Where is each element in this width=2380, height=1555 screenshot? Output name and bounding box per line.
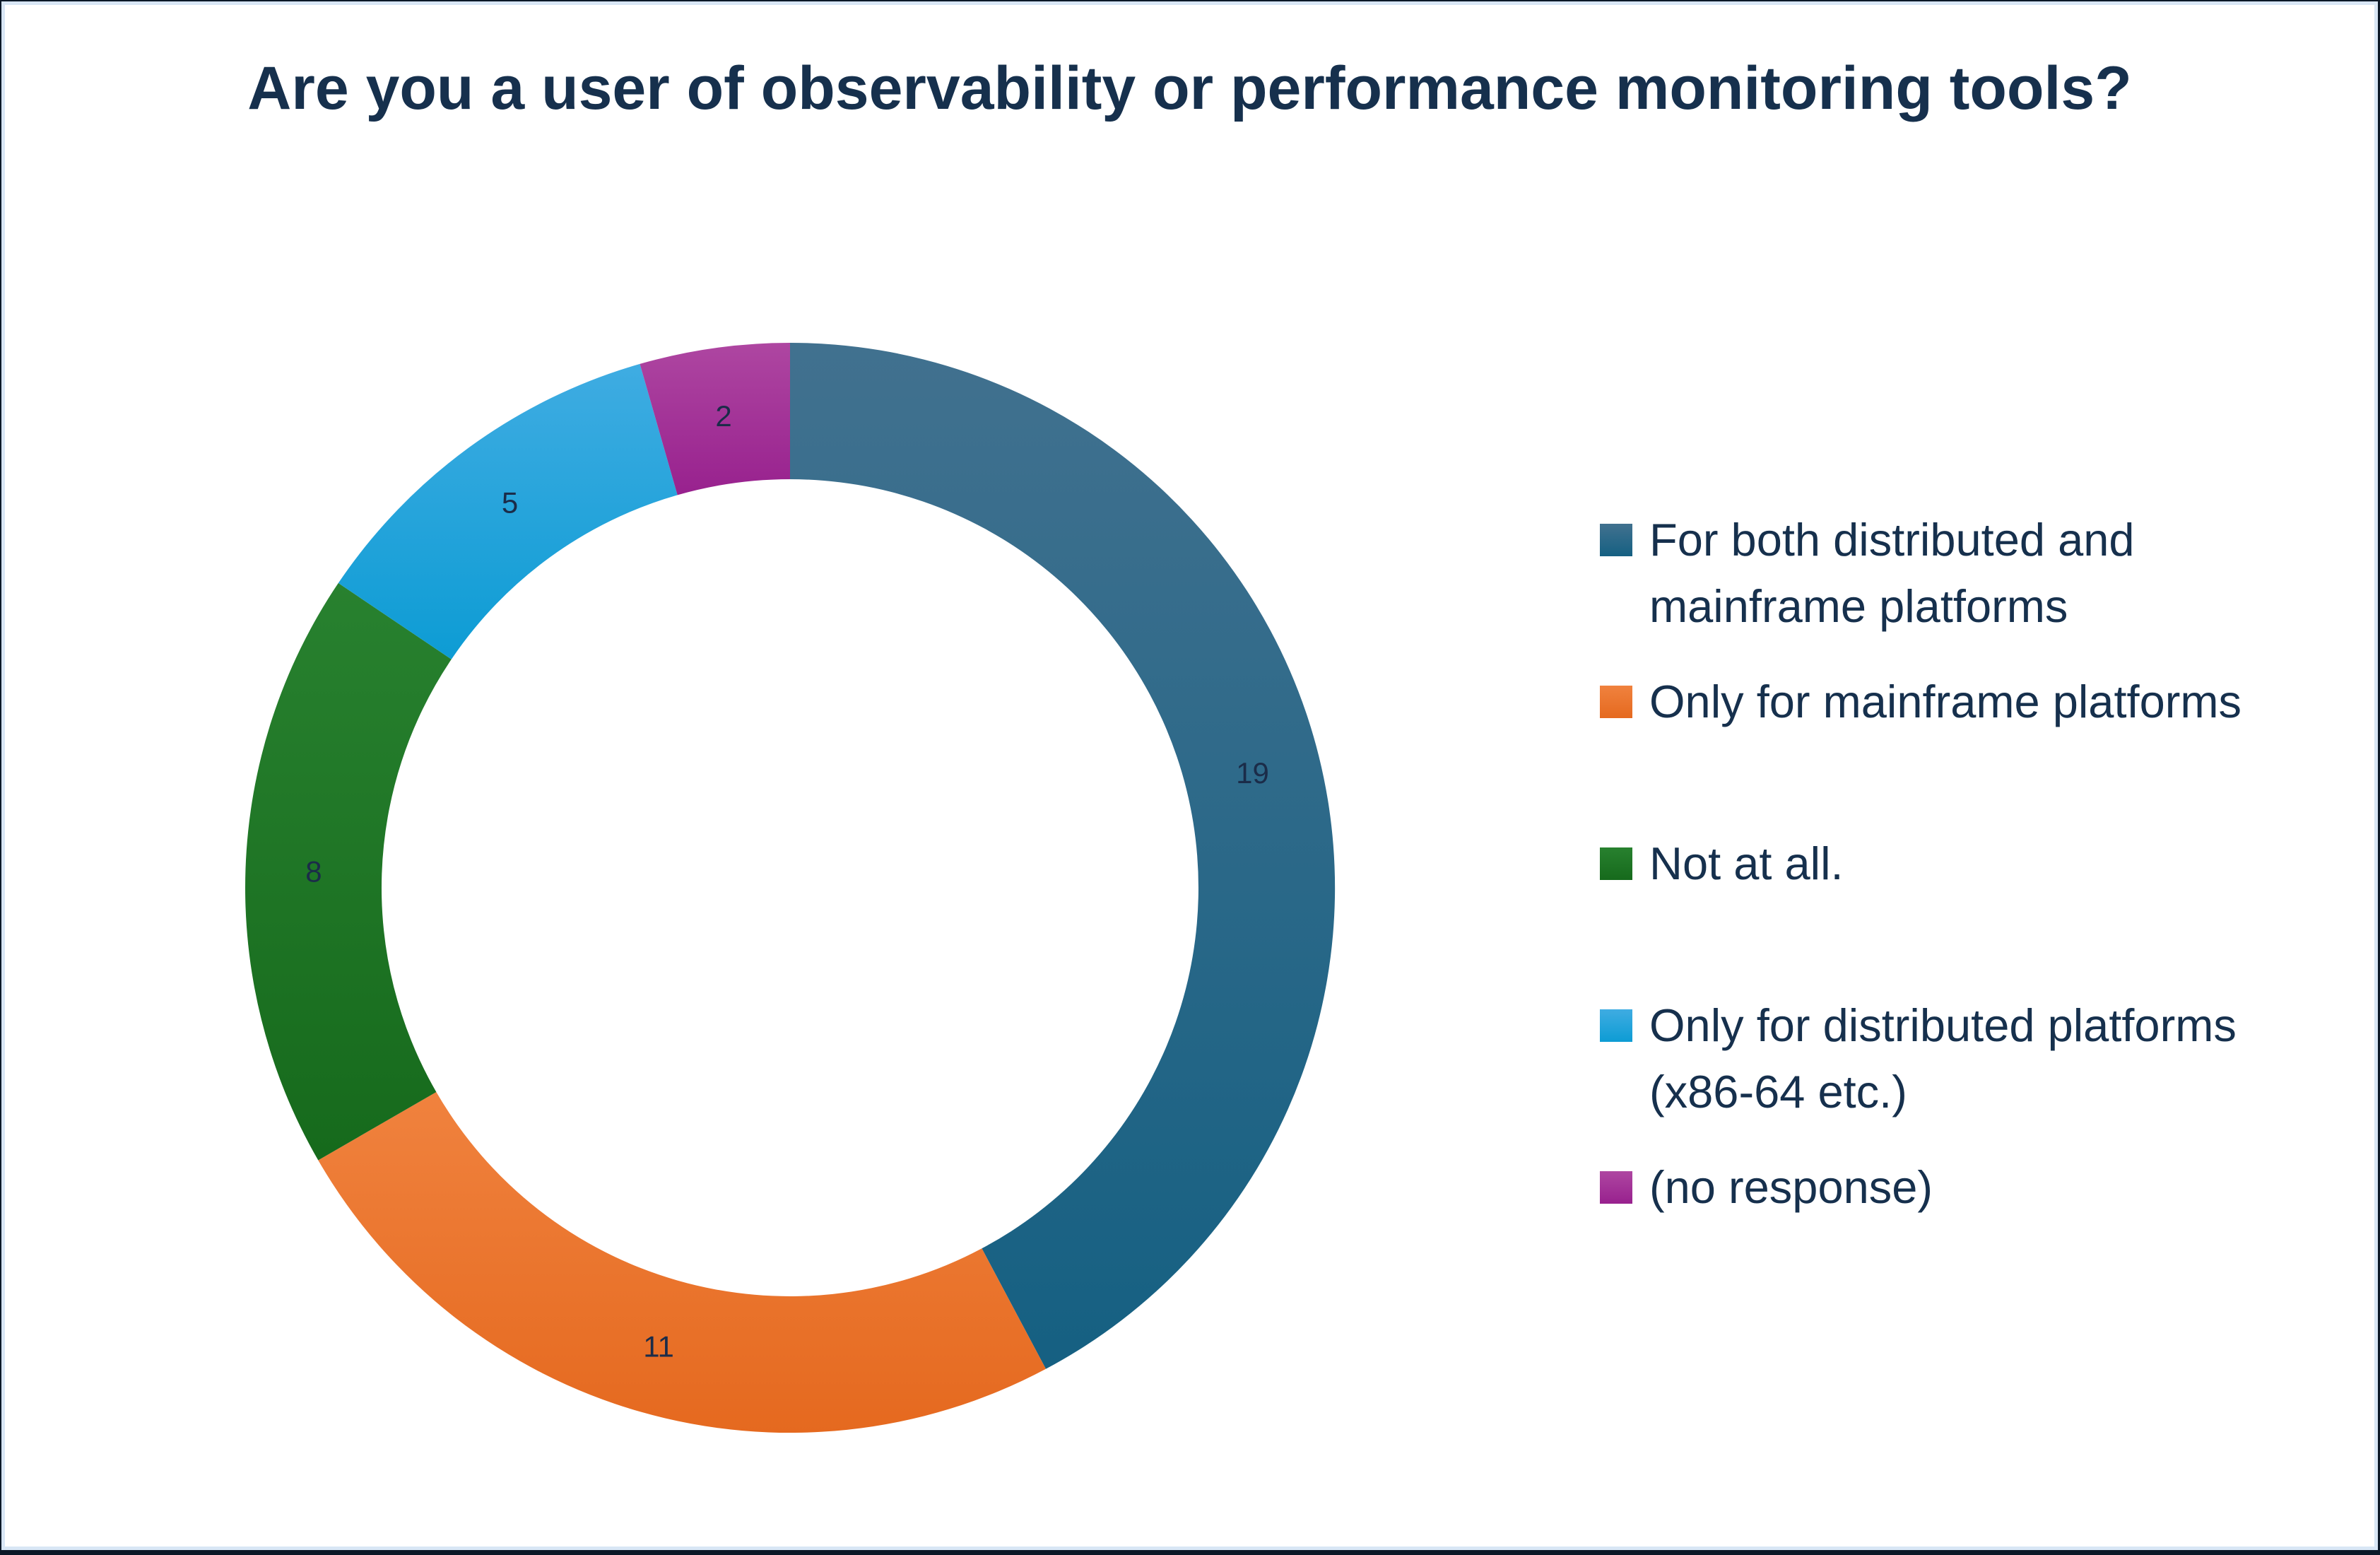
legend-swatch-icon: [1600, 1009, 1632, 1042]
legend-swatch-icon: [1600, 1171, 1632, 1204]
donut-slice-4: [640, 343, 790, 495]
slice-value-label: 11: [643, 1330, 674, 1363]
donut-slice-0: [790, 343, 1336, 1369]
legend-swatch-icon: [1600, 686, 1632, 718]
chart-title: Are you a user of observability or perfo…: [247, 54, 2132, 122]
donut-slice-3: [338, 363, 678, 659]
legend-label: Only for distributed platforms (x86-64 e…: [1649, 999, 2237, 1117]
legend-swatch-icon: [1600, 524, 1632, 556]
legend: For both distributed and mainframe platf…: [1600, 507, 2367, 1316]
legend-item-3: Only for distributed platforms (x86-64 e…: [1600, 992, 2367, 1154]
legend-item-2: Not at all.: [1600, 831, 2367, 992]
legend-label: (no response): [1649, 1161, 1933, 1213]
slice-value-label: 2: [715, 399, 731, 433]
slice-value-label: 8: [305, 855, 322, 888]
legend-item-0: For both distributed and mainframe platf…: [1600, 507, 2367, 669]
legend-swatch-icon: [1600, 847, 1632, 880]
slice-value-label: 5: [502, 486, 518, 519]
donut-slice-1: [318, 1092, 1046, 1433]
donut-slice-2: [245, 582, 452, 1161]
legend-label: Not at all.: [1649, 838, 1844, 889]
legend-item-1: Only for mainframe platforms: [1600, 669, 2367, 831]
legend-label: Only for mainframe platforms: [1649, 676, 2242, 727]
legend-label: For both distributed and mainframe platf…: [1649, 514, 2135, 632]
legend-item-4: (no response): [1600, 1154, 2367, 1316]
slice-value-label: 19: [1236, 756, 1269, 790]
